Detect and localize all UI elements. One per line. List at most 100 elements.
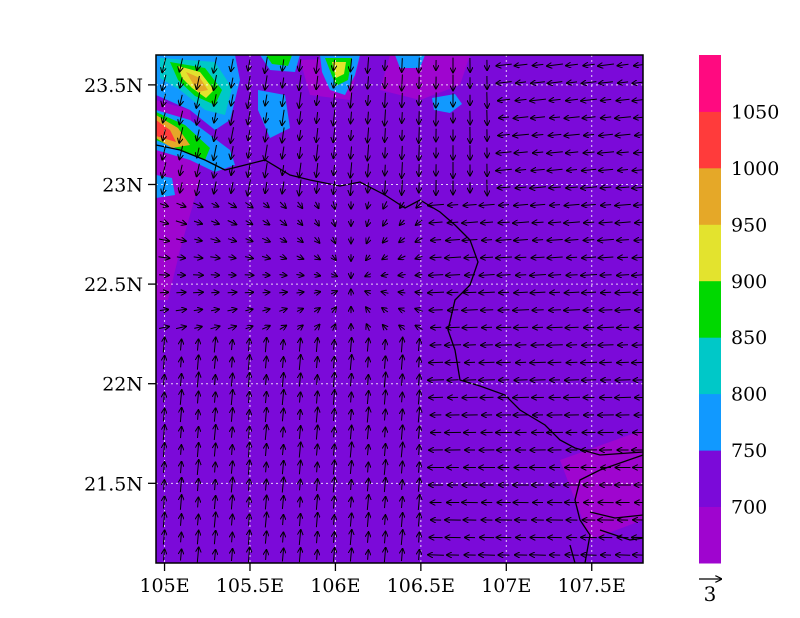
wind-vector [385,410,386,421]
wind-vector [163,513,164,528]
x-tick-label: 107.5E [558,575,626,597]
wind-vector [261,238,270,241]
wind-vector [282,59,284,70]
wind-vector [384,460,385,475]
wind-vector [215,392,216,403]
wind-vector [385,532,386,544]
wind-vector [399,292,406,293]
wind-vector [598,327,614,328]
wind-vector [416,220,423,225]
wind-vector [176,239,186,241]
gridlines [156,55,643,563]
wind-vector [632,187,643,188]
wind-vector [584,152,595,153]
wind-vector [334,532,335,543]
wind-vector [402,462,403,474]
wind-vector [279,326,286,330]
wind-vector [368,375,369,386]
wind-vector [175,326,186,328]
colorbar-label: 1050 [731,101,779,123]
reference-vector-label: 3 [704,582,717,606]
wind-vector [634,64,643,65]
wind-vector [316,201,319,208]
wind-vector [298,220,303,225]
wind-vector [244,275,254,276]
wind-vector [368,76,369,88]
wind-vector [193,309,202,310]
wind-vector [617,99,630,100]
wind-vector [162,162,167,177]
wind-vector [249,410,250,420]
wind-vector [618,64,629,65]
wind-vector [549,310,561,311]
wind-vector [214,425,215,441]
wind-vector [401,443,402,458]
wind-vector [266,357,267,369]
wind-vector [227,309,237,311]
wind-vector [419,339,420,352]
plot-area [155,54,644,564]
wind-vector [582,257,597,258]
wind-vector [180,408,181,423]
wind-vector [633,257,643,258]
wind-vector [158,239,169,241]
wind-vector [429,310,443,311]
contour-patch [432,94,462,113]
wind-vector [299,129,300,140]
wind-vector [634,205,643,206]
wind-vector [416,326,423,330]
wind-vector [316,112,317,123]
wind-vector [350,74,351,91]
wind-vector [175,221,186,224]
wind-vector [334,445,335,456]
wind-vector [334,357,335,369]
y-tick-label: 21.5N [84,473,143,495]
axes: 105E 105.5E 106E 106.5E 107E 107.5E 21.5N 22N 22… [84,75,626,597]
wind-vector [316,57,318,73]
wind-vector [244,292,253,293]
wind-vector [599,257,614,258]
wind-vector [316,163,318,177]
wind-vector [350,530,351,546]
wind-vector [416,201,423,207]
wind-vector [448,205,459,206]
wind-vector [516,82,527,83]
wind-vector [367,408,368,423]
wind-vector [164,393,165,403]
colorbar-label: 700 [731,497,767,519]
wind-vector [584,310,595,311]
wind-vector [498,187,511,188]
wind-vector [401,355,402,370]
wind-vector [299,355,300,371]
wind-vector [197,443,198,458]
wind-vector [279,275,287,276]
wind-vector [248,163,250,177]
wind-vector [367,426,368,440]
wind-vector [498,222,510,223]
wind-vector [382,256,387,260]
wind-vector [334,340,335,350]
wind-vector [249,479,250,491]
wind-vector [416,275,423,276]
contour-patch [186,72,208,92]
wind-vector [282,373,283,387]
wind-vector [616,134,631,135]
wind-vector [632,169,643,170]
wind-vector [282,549,283,562]
wind-vector [214,338,215,353]
wind-vector [601,187,612,188]
wind-vector [296,292,304,293]
wind-vector [248,460,249,475]
wind-vector [248,443,249,458]
wind-vector [448,292,459,293]
wind-vector [633,345,643,346]
wind-vector [547,152,563,154]
wind-vector [265,144,268,161]
wind-vector [334,77,335,87]
wind-vector [615,310,631,311]
wind-vector [180,478,181,493]
wind-vector [266,463,267,473]
wind-vector [599,169,614,170]
wind-vector [262,275,269,276]
wind-vector [313,274,320,275]
